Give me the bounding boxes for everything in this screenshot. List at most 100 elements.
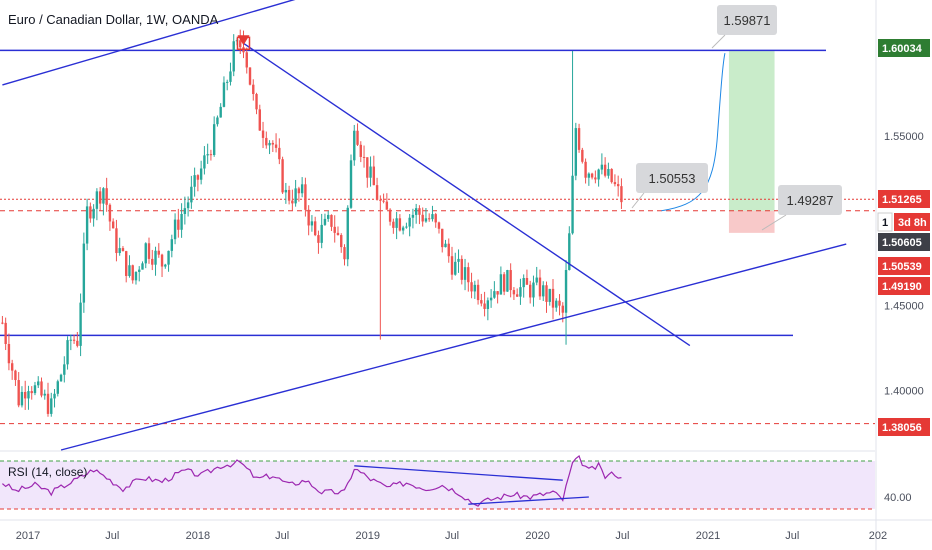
candle-body: [323, 218, 327, 225]
candle-body: [395, 218, 398, 228]
candle-body: [278, 147, 281, 160]
candle-body: [245, 52, 248, 68]
candle-body: [193, 175, 196, 187]
candle-body: [261, 130, 265, 138]
candle-body: [164, 264, 167, 267]
x-tick-label: 2019: [356, 530, 380, 542]
price-tag: [894, 213, 930, 231]
candle-body: [336, 232, 340, 236]
candle-body: [131, 265, 134, 281]
candle-body: [281, 159, 284, 193]
candle-body: [121, 248, 125, 252]
candle-body: [134, 271, 138, 281]
candle-body: [392, 221, 395, 228]
x-tick-label: 2017: [16, 530, 40, 542]
projection-curve: [661, 53, 726, 212]
candle-body: [27, 391, 30, 399]
price-tag-label: 1.50605: [882, 237, 922, 249]
callout-pointer: [711, 34, 726, 49]
price-tag: [878, 418, 930, 436]
candle-body: [46, 393, 50, 414]
trendline: [2, 0, 296, 86]
candle-body: [437, 222, 441, 229]
candle-body: [366, 157, 369, 178]
candle-body: [105, 188, 108, 205]
candle-body: [265, 137, 268, 146]
candle-body: [489, 297, 493, 301]
candle-body: [525, 277, 529, 285]
price-tag: [878, 257, 930, 275]
x-tick-label: Jul: [445, 530, 459, 542]
candle-body: [428, 218, 431, 220]
candle-body: [226, 81, 229, 83]
candle-body: [359, 144, 362, 157]
x-tick-label: 2021: [696, 530, 720, 542]
candle-body: [147, 243, 151, 259]
x-tick-label: Jul: [615, 530, 629, 542]
candle-body: [571, 175, 574, 234]
candle-body: [297, 188, 301, 194]
candle-body: [463, 267, 467, 280]
candle-body: [317, 235, 320, 243]
candle-body: [434, 214, 437, 223]
candle-body: [421, 214, 424, 222]
candle-body: [486, 300, 490, 309]
candle-body: [493, 291, 496, 298]
candle-body: [173, 219, 177, 240]
candle-body: [613, 182, 617, 185]
candle-body: [209, 154, 213, 156]
candle-body: [535, 277, 538, 283]
rsi-pane[interactable]: [0, 454, 875, 510]
candle-body: [222, 82, 226, 107]
candle-body: [349, 160, 353, 208]
rsi-y-tick-label: 40.00: [884, 492, 912, 504]
candle-body: [369, 166, 372, 178]
chart-title: Euro / Canadian Dollar, 1W, OANDA: [8, 12, 219, 27]
candle-body: [258, 109, 261, 131]
candle-body: [551, 288, 555, 308]
x-tick-label: 2020: [525, 530, 549, 542]
candle-body: [506, 270, 509, 292]
candle-body: [499, 274, 503, 295]
candle-body: [594, 177, 597, 180]
price-tag-label: 1.60034: [882, 43, 923, 55]
candle-body: [69, 339, 73, 341]
candle-body: [229, 71, 232, 82]
candle-body: [597, 169, 600, 180]
candle-body: [157, 250, 160, 255]
chart-drawings[interactable]: [0, 49, 875, 425]
candle-body: [408, 217, 411, 227]
candle-body: [561, 305, 564, 313]
x-tick-label: 202: [869, 530, 887, 542]
candle-body: [476, 284, 480, 301]
candle-body: [467, 267, 470, 283]
candle-body: [555, 300, 558, 308]
candle-body: [450, 256, 454, 275]
price-tag-label: 1: [882, 217, 888, 229]
candle-body: [340, 235, 343, 248]
trendline-drawings[interactable]: [2, 0, 847, 451]
candle-body: [154, 250, 157, 265]
candle-body: [271, 142, 275, 145]
y-tick-label: 1.55000: [884, 131, 924, 143]
candle-body: [581, 149, 584, 162]
candle-body: [138, 269, 141, 272]
candle-body: [483, 303, 486, 309]
x-tick-label: Jul: [275, 530, 289, 542]
candle-body: [454, 261, 457, 275]
candle-body: [30, 391, 33, 394]
candle-body: [239, 40, 242, 48]
candle-body: [327, 214, 330, 219]
candle-body: [89, 206, 92, 219]
candle-body: [144, 243, 147, 264]
x-tick-label: Jul: [785, 530, 799, 542]
candle-body: [545, 285, 548, 302]
price-callout: [778, 185, 842, 215]
candle-body: [587, 173, 591, 178]
candle-body: [216, 117, 219, 125]
price-tag-label: 3d 8h: [898, 217, 927, 229]
candle-body: [385, 201, 389, 210]
callouts[interactable]: 1.59871 1.50553 1.49287: [631, 5, 842, 231]
candle-body: [274, 144, 278, 148]
